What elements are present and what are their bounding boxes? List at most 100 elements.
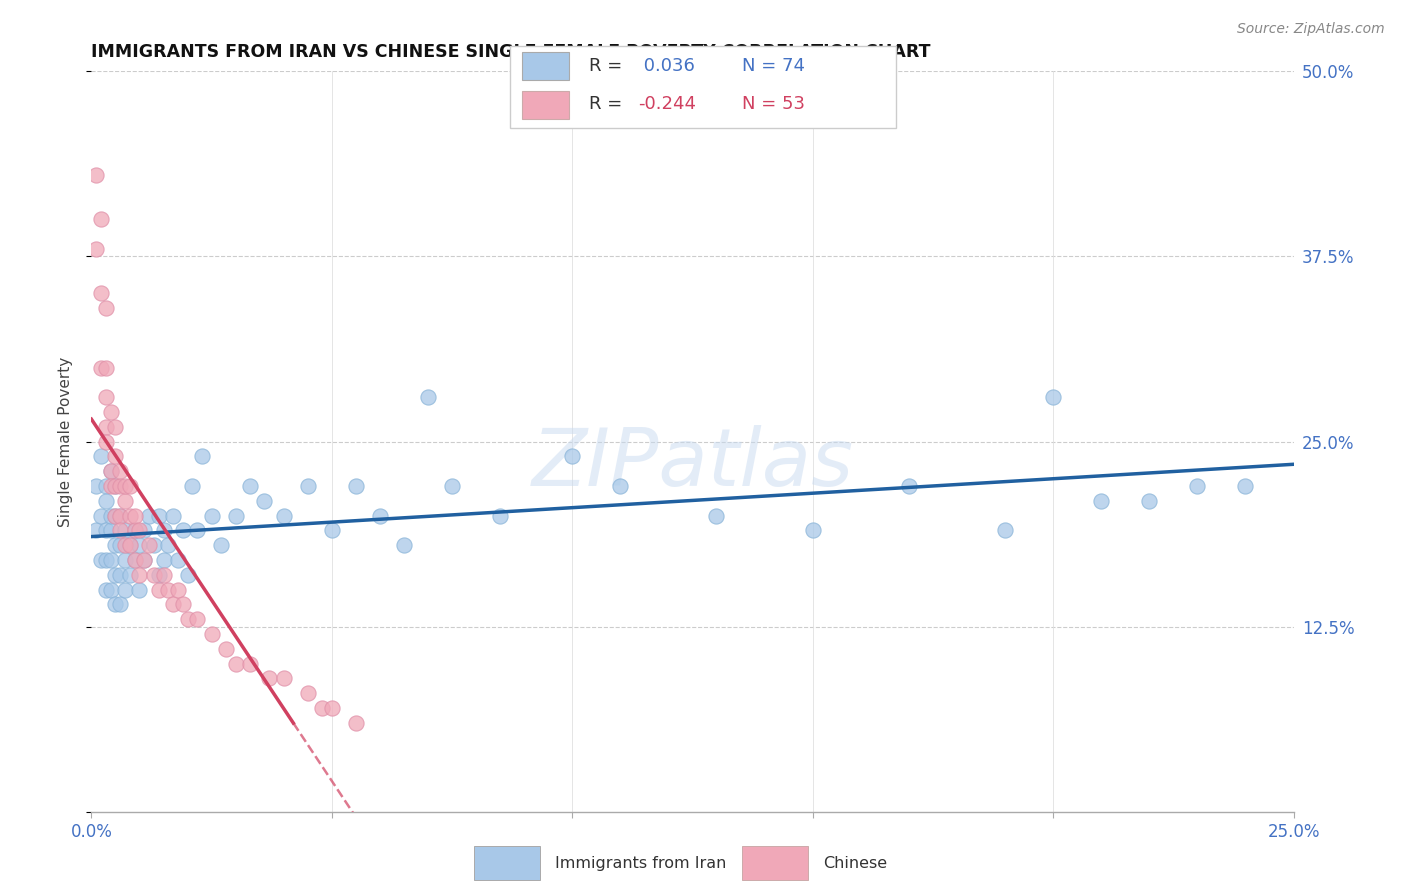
Point [167,553,190,567]
Point [100,582,122,597]
Point [172,598,194,612]
Point [138,508,160,523]
Point [297,479,319,493]
Point [128,538,150,552]
Point [114,538,136,552]
Point [94,479,117,493]
Point [84,479,107,493]
Point [176,612,198,626]
Point [897,479,920,493]
Point [706,508,728,523]
Point [297,686,319,700]
Point [138,538,160,552]
Point [104,508,127,523]
Point [186,524,208,538]
Point [94,301,117,316]
Point [181,479,204,493]
Point [561,450,583,464]
Point [110,538,132,552]
Point [90,450,112,464]
Text: R =: R = [589,95,628,113]
Text: Source: ZipAtlas.com: Source: ZipAtlas.com [1237,22,1385,37]
Point [124,524,146,538]
Point [124,553,146,567]
Point [157,582,180,597]
Point [114,582,136,597]
Point [1137,493,1160,508]
Point [100,464,122,478]
Point [1042,390,1064,404]
Point [104,598,127,612]
Point [134,524,156,538]
Point [124,508,146,523]
Point [128,582,150,597]
Point [100,508,122,523]
Point [368,508,391,523]
Point [253,493,276,508]
Point [104,419,127,434]
Point [94,434,117,449]
Point [84,168,107,182]
Point [209,538,232,552]
Point [90,360,112,375]
Point [259,672,281,686]
Point [142,538,165,552]
Text: -0.244: -0.244 [638,95,696,113]
Point [110,464,132,478]
Point [128,524,150,538]
Text: Chinese: Chinese [824,855,887,871]
Point [186,612,208,626]
Point [128,567,150,582]
Point [94,390,117,404]
Point [239,479,262,493]
Point [84,524,107,538]
Point [191,450,214,464]
Point [90,286,112,301]
Point [172,524,194,538]
Point [124,553,146,567]
Point [110,524,132,538]
Point [104,479,127,493]
Text: 0.036: 0.036 [638,57,695,75]
Point [124,524,146,538]
Point [114,479,136,493]
Point [1090,493,1112,508]
Point [489,508,512,523]
Point [114,524,136,538]
FancyBboxPatch shape [474,846,540,880]
Point [148,508,170,523]
Point [104,479,127,493]
Y-axis label: Single Female Poverty: Single Female Poverty [58,357,73,526]
Text: Immigrants from Iran: Immigrants from Iran [555,855,727,871]
Point [142,567,165,582]
Point [344,715,367,730]
Point [321,701,343,715]
Point [201,508,224,523]
Point [162,598,184,612]
FancyBboxPatch shape [510,46,896,128]
Point [1187,479,1209,493]
Point [148,582,170,597]
Point [157,538,180,552]
Point [94,524,117,538]
Point [90,212,112,227]
Point [94,419,117,434]
FancyBboxPatch shape [742,846,808,880]
Point [100,553,122,567]
Point [239,657,262,671]
Text: IMMIGRANTS FROM IRAN VS CHINESE SINGLE FEMALE POVERTY CORRELATION CHART: IMMIGRANTS FROM IRAN VS CHINESE SINGLE F… [91,44,931,62]
Point [152,567,174,582]
Text: ZIPatlas: ZIPatlas [531,425,853,503]
Point [90,508,112,523]
Point [118,567,141,582]
Point [134,553,156,567]
Point [100,405,122,419]
Point [152,553,174,567]
Point [273,508,295,523]
Point [994,524,1017,538]
Point [104,450,127,464]
Text: N = 53: N = 53 [742,95,806,113]
Point [321,524,343,538]
Point [110,598,132,612]
Point [440,479,463,493]
